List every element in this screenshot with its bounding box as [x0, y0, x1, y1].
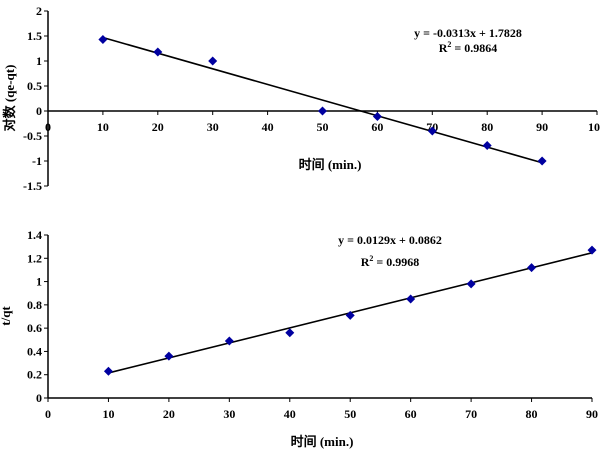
x-tick-label: 100 — [588, 120, 600, 134]
y-tick-label: 0.8 — [27, 298, 42, 312]
y-tick-label: 1.4 — [27, 228, 42, 242]
y-tick-label: 1 — [36, 54, 42, 68]
x-tick-label: 10 — [102, 407, 114, 421]
data-point — [427, 126, 437, 136]
data-point — [537, 156, 547, 166]
data-point — [98, 35, 108, 44]
r2-value: = 0.9864 — [451, 41, 497, 55]
trendline-equation: y = 0.0129x + 0.0862 — [338, 233, 442, 247]
y-tick-label: 0 — [36, 391, 42, 405]
data-point — [285, 328, 295, 338]
y-tick-label: 1.2 — [27, 251, 42, 265]
data-point — [527, 263, 537, 273]
x-tick-label: 90 — [586, 407, 598, 421]
x-tick-label: 10 — [97, 120, 109, 134]
x-tick-label: 60 — [371, 120, 383, 134]
data-point — [406, 294, 416, 304]
r-squared-label: R2 = 0.9968 — [361, 254, 420, 269]
data-point — [153, 47, 163, 57]
y-axis-title: 对数 (qe-qt) — [2, 65, 17, 132]
r2-superscript: 2 — [369, 254, 373, 263]
r2-superscript: 2 — [447, 40, 451, 49]
x-tick-label: 80 — [481, 120, 493, 134]
data-point — [318, 106, 327, 116]
r-squared-label: R2 = 0.9864 — [439, 40, 498, 55]
chart-pseudo-second-order: y = 0.0129x + 0.0862 R2 = 0.9968 时间 (min… — [0, 228, 598, 449]
r2-value: = 0.9968 — [373, 255, 419, 269]
x-tick-label: 60 — [405, 407, 417, 421]
y-tick-label: 0.4 — [27, 344, 42, 358]
data-point — [224, 336, 234, 346]
x-tick-label: 20 — [163, 407, 175, 421]
r2-r: R — [361, 255, 370, 269]
y-tick-label: 0.2 — [27, 368, 42, 382]
x-tick-label: 40 — [284, 407, 296, 421]
x-tick-label: 50 — [344, 407, 356, 421]
x-tick-label: 0 — [45, 407, 51, 421]
y-axis-title: t/qt — [0, 306, 13, 326]
y-tick-label: 2 — [36, 4, 42, 18]
x-tick-label: 0 — [45, 120, 51, 134]
data-point — [208, 56, 218, 66]
y-tick-label: -1.5 — [23, 179, 42, 193]
data-point — [587, 245, 597, 255]
trendline-equation: y = -0.0313x + 1.7828 — [414, 26, 522, 40]
y-tick-label: 1 — [36, 275, 42, 289]
r2-r: R — [439, 41, 448, 55]
trendline — [102, 36, 543, 164]
data-point — [103, 366, 113, 376]
x-tick-label: 30 — [223, 407, 235, 421]
y-tick-label: 0.5 — [27, 79, 42, 93]
chart-pseudo-first-order: y = -0.0313x + 1.7828 R2 = 0.9864 时间 (mi… — [2, 4, 600, 193]
x-axis-title: 时间 (min.) — [299, 157, 362, 172]
x-tick-label: 40 — [262, 120, 274, 134]
data-point — [372, 112, 382, 121]
x-tick-label: 50 — [317, 120, 329, 134]
data-point — [345, 310, 355, 320]
x-axis-title: 时间 (min.) — [291, 434, 354, 449]
x-tick-label: 20 — [152, 120, 164, 134]
y-tick-label: 1.5 — [27, 29, 42, 43]
y-tick-label: 0 — [36, 104, 42, 118]
data-point — [482, 141, 492, 150]
data-point — [466, 279, 476, 289]
y-tick-label: -0.5 — [23, 129, 42, 143]
x-tick-label: 80 — [526, 407, 538, 421]
data-point — [164, 351, 174, 361]
x-tick-label: 70 — [465, 407, 477, 421]
y-tick-label: 0.6 — [27, 321, 42, 335]
x-tick-label: 30 — [207, 120, 219, 134]
y-tick-label: -1 — [32, 154, 42, 168]
x-tick-label: 90 — [536, 120, 548, 134]
